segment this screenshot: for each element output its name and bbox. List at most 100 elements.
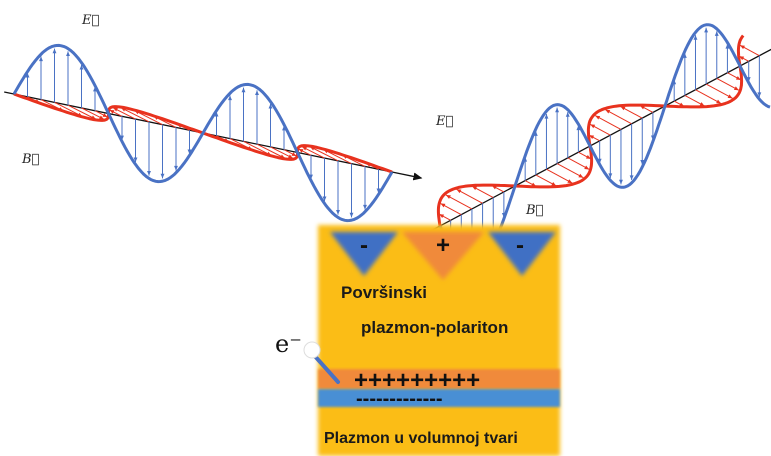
right-b-arrowhead-3 (456, 189, 462, 194)
electron: e⁻ (275, 330, 340, 384)
left-e-arrowhead-14 (241, 87, 246, 93)
right-b-field-curve (436, 34, 745, 227)
right-e-arrowhead-21 (704, 27, 709, 33)
left-e-arrowhead-11 (187, 149, 192, 155)
right-e-arrowhead-25 (757, 92, 762, 97)
electron-ball (303, 341, 321, 359)
left-b-field-label: B⃗ (21, 152, 40, 167)
right-em-wave (430, 23, 771, 269)
right-b-vector-9 (556, 163, 584, 179)
right-b-arrowhead-7 (551, 182, 557, 186)
left-b-arrowhead-5 (102, 113, 108, 118)
left-e-arrowhead-2 (52, 48, 57, 54)
electron-track (311, 352, 340, 384)
left-e-arrowhead-1 (39, 56, 43, 62)
left-e-arrowhead-8 (147, 170, 151, 176)
bulk-plasmon-title: Plazmon u volumnoj tvari (324, 430, 518, 447)
right-b-arrowhead-25 (739, 45, 745, 50)
surface-triangle-right (488, 232, 556, 276)
left-em-wave (4, 43, 423, 223)
right-b-arrowhead-16 (620, 106, 626, 111)
right-b-arrowhead-11 (585, 155, 591, 159)
right-b-arrowhead-12 (589, 135, 595, 140)
left-b-arrowhead-16 (288, 154, 294, 159)
left-e-arrowhead-9 (160, 173, 165, 179)
right-b-vector-14 (594, 115, 622, 130)
left-e-field-label: E⃗ (81, 13, 99, 28)
right-e-arrowhead-9 (555, 107, 560, 113)
right-e-arrowhead-15 (629, 175, 634, 180)
right-b-vector-21 (705, 83, 733, 99)
right-b-arrowhead-13 (590, 124, 596, 129)
right-b-field-label: B⃗ (525, 203, 544, 218)
left-e-arrowhead-12 (214, 111, 219, 117)
right-b-arrowhead-2 (445, 194, 451, 199)
negative-charge-band (318, 389, 560, 407)
left-e-arrowhead-10 (174, 165, 178, 171)
left-b-arrowhead-6 (109, 109, 115, 114)
right-b-arrowhead-21 (727, 94, 733, 99)
left-b-arrowhead-4 (99, 115, 105, 120)
right-e-arrowhead-10 (565, 112, 570, 117)
right-b-arrowhead-9 (578, 173, 584, 178)
left-b-vector-8 (120, 107, 150, 123)
right-b-arrowhead-0 (439, 214, 445, 219)
left-e-arrowhead-7 (133, 157, 138, 163)
right-e-field-label: E⃗ (435, 114, 453, 129)
surface-plasmon-title-line1: Površinski (341, 283, 427, 302)
right-e-arrowhead-16 (640, 159, 645, 165)
left-b-vector-15 (256, 143, 286, 159)
right-b-vector-15 (605, 109, 632, 125)
right-e-arrowhead-11 (576, 125, 581, 131)
right-e-arrowhead-20 (693, 35, 698, 40)
left-b-arrowhead-17 (291, 152, 297, 157)
right-b-vector-8 (546, 168, 573, 184)
right-b-arrowhead-24 (739, 56, 745, 61)
right-b-arrowhead-4 (472, 186, 478, 191)
positive-charge-band (318, 369, 560, 389)
left-e-field-curve (12, 43, 394, 223)
metal-slab: - + - Površinski plazmon-polariton +++++… (318, 225, 560, 456)
right-e-arrowhead-8 (544, 114, 549, 119)
right-b-arrowhead-22 (733, 86, 739, 91)
surface-charge-right: - (516, 232, 524, 259)
positive-charge-row: +++++++++ (354, 367, 480, 394)
left-b-arrowhead-18 (298, 148, 304, 153)
left-e-arrowhead-23 (376, 188, 381, 194)
right-b-arrowhead-20 (716, 99, 722, 104)
right-b-arrowhead-8 (567, 179, 573, 184)
right-b-arrowhead-15 (605, 109, 611, 114)
right-e-arrowhead-23 (725, 44, 730, 49)
surface-triangle-middle (402, 232, 484, 280)
right-e-arrowhead-14 (619, 179, 623, 185)
left-e-arrowhead-22 (363, 204, 367, 210)
electron-label: e⁻ (275, 330, 302, 358)
right-b-vector-3 (456, 188, 483, 204)
right-e-arrowhead-22 (714, 31, 719, 36)
left-b-arrowhead-7 (112, 107, 118, 112)
right-propagation-axis (430, 48, 771, 232)
right-b-arrowhead-23 (735, 76, 741, 80)
right-b-vector-20 (695, 89, 722, 104)
right-b-arrowhead-1 (440, 203, 446, 208)
left-e-arrowhead-3 (66, 51, 70, 57)
left-b-vector-3 (67, 104, 97, 120)
right-b-arrowhead-10 (584, 165, 590, 170)
negative-charge-row: ------------- (356, 388, 443, 410)
right-b-vector-2 (445, 194, 473, 210)
left-e-arrowhead-13 (228, 95, 232, 101)
left-e-arrowhead-19 (322, 196, 327, 202)
right-b-arrowhead-14 (595, 115, 601, 120)
left-e-arrowhead-0 (25, 72, 30, 78)
left-e-arrowhead-16 (268, 103, 273, 109)
left-b-vector-20 (309, 146, 339, 162)
right-b-arrowhead-19 (699, 102, 705, 107)
left-b-arrowhead-19 (301, 146, 307, 151)
left-e-arrowhead-21 (349, 212, 354, 218)
surface-triangle-left (330, 232, 398, 276)
surface-charge-left: - (360, 232, 368, 259)
left-e-arrowhead-20 (336, 209, 340, 215)
left-e-arrowhead-4 (79, 64, 84, 70)
